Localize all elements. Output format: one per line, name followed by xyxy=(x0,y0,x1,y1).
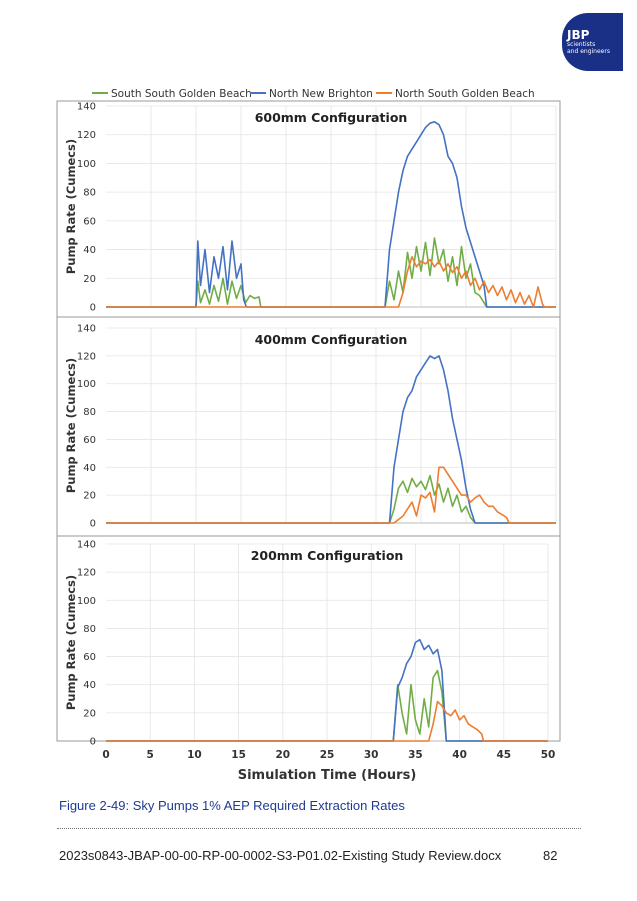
y-tick-label: 140 xyxy=(77,540,96,551)
series-line-2 xyxy=(106,700,548,742)
x-tick-label: 40 xyxy=(452,749,467,761)
series-line-0 xyxy=(106,237,556,308)
footer-document-name: 2023s0843-JBAP-00-00-RP-00-0002-S3-P01.0… xyxy=(59,848,502,863)
series-line-2 xyxy=(106,255,556,308)
x-tick-label: 45 xyxy=(496,749,511,761)
x-tick-label: 5 xyxy=(147,749,154,761)
chart-frame-2 xyxy=(56,535,561,742)
y-tick-label: 0 xyxy=(90,519,96,530)
x-tick-label: 30 xyxy=(364,749,379,761)
y-tick-label: 60 xyxy=(83,435,96,446)
series-line-0 xyxy=(106,669,548,742)
company-logo: JBP scientists and engineers xyxy=(562,13,623,71)
y-tick-label: 20 xyxy=(83,491,96,502)
y-axis-label: Pump Rate (Cumecs) xyxy=(64,575,78,710)
pump-rate-charts: South South Golden Beach North New Bright… xyxy=(56,88,561,783)
x-tick-label: 20 xyxy=(275,749,290,761)
y-tick-label: 20 xyxy=(83,274,96,285)
footer-divider xyxy=(57,828,581,829)
y-tick-label: 100 xyxy=(77,379,96,390)
chart-title: 200mm Configuration xyxy=(251,548,404,563)
y-tick-label: 120 xyxy=(77,568,96,579)
y-tick-label: 20 xyxy=(83,708,96,719)
x-tick-label: 50 xyxy=(541,749,556,761)
legend-label-1: North New Brighton xyxy=(269,88,373,100)
series-line-1 xyxy=(106,355,556,524)
x-axis-label: Simulation Time (Hours) xyxy=(238,768,417,783)
y-tick-label: 140 xyxy=(77,324,96,335)
y-tick-label: 80 xyxy=(83,407,96,418)
series-line-1 xyxy=(106,638,548,742)
figure-caption: Figure 2-49: Sky Pumps 1% AEP Required E… xyxy=(59,798,405,813)
y-axis-label: Pump Rate (Cumecs) xyxy=(64,358,78,493)
y-tick-label: 60 xyxy=(83,652,96,663)
chart-title: 400mm Configuration xyxy=(255,332,408,347)
y-tick-label: 40 xyxy=(83,680,96,691)
y-tick-label: 0 xyxy=(90,737,96,748)
y-tick-label: 60 xyxy=(83,216,96,227)
series-line-1 xyxy=(106,121,556,308)
x-tick-label: 15 xyxy=(231,749,246,761)
legend-label-2: North South Golden Beach xyxy=(395,88,535,100)
page-number: 82 xyxy=(543,848,558,863)
logo-text: JBP xyxy=(567,28,590,42)
x-tick-label: 0 xyxy=(102,749,109,761)
x-tick-label: 10 xyxy=(187,749,202,761)
y-tick-label: 40 xyxy=(83,245,96,256)
y-tick-label: 40 xyxy=(83,463,96,474)
logo-subline-2: and engineers xyxy=(567,48,610,55)
series-line-2 xyxy=(106,466,556,524)
x-tick-label: 35 xyxy=(408,749,423,761)
y-tick-label: 120 xyxy=(77,351,96,362)
x-tick-label: 25 xyxy=(320,749,335,761)
chart-title: 600mm Configuration xyxy=(255,110,408,125)
y-axis-label: Pump Rate (Cumecs) xyxy=(64,139,78,274)
chart-panel-2: 0 20 40 60 80 100 120 140 0 5 10 15 20 25 30 35 40 45 50 20… xyxy=(56,535,561,783)
y-tick-label: 100 xyxy=(77,159,96,170)
legend-label-0: South South Golden Beach xyxy=(111,88,252,100)
y-tick-label: 0 xyxy=(90,303,96,314)
y-tick-label: 140 xyxy=(77,102,96,113)
chart-panel-0: 0 20 40 60 80 100 120 140 600mm Configuration Pum… xyxy=(56,100,561,318)
y-tick-label: 120 xyxy=(77,130,96,141)
y-tick-label: 80 xyxy=(83,624,96,635)
y-tick-label: 80 xyxy=(83,188,96,199)
chart-panel-1: 0 20 40 60 80 100 120 140 400mm Configuration Pum… xyxy=(56,316,561,537)
logo-subline-1: scientists xyxy=(567,41,596,48)
series-line-0 xyxy=(106,474,556,524)
y-tick-label: 100 xyxy=(77,596,96,607)
